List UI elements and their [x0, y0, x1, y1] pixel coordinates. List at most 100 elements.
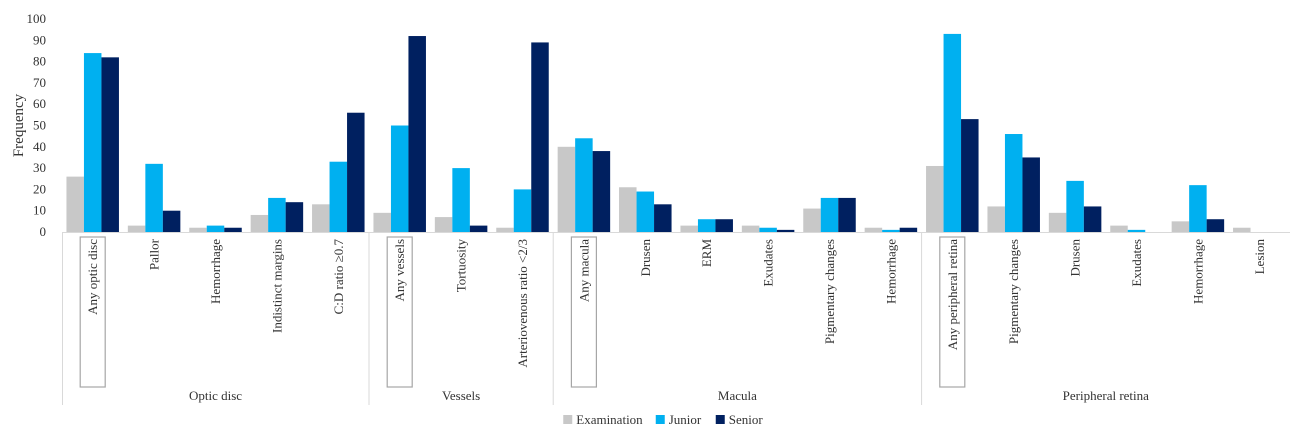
bar-examination: [189, 227, 207, 232]
category-label: Any macula: [576, 239, 591, 302]
category-highlight-box: [79, 236, 106, 388]
bar-examination: [1171, 221, 1190, 232]
bar-examination: [373, 212, 391, 232]
category-label: Drusen: [638, 239, 653, 277]
y-tick-label: 0: [40, 224, 47, 239]
bar-examination: [434, 217, 453, 232]
bar-junior: [145, 163, 163, 232]
legend-label: Examination: [576, 412, 643, 427]
bar-junior: [1127, 229, 1146, 232]
category-label: Hemorrhage: [883, 239, 898, 304]
bar-senior: [592, 151, 611, 232]
bar-examination: [803, 208, 821, 232]
y-tick-label: 70: [33, 75, 46, 90]
bar-senior: [101, 57, 119, 233]
group-label: Peripheral retina: [1063, 388, 1149, 403]
bar-examination: [1233, 227, 1251, 232]
bar-junior: [452, 168, 470, 232]
legend-label: Senior: [729, 412, 764, 427]
bar-junior: [820, 197, 839, 232]
x-axis: Any optic disc Pallor Hemorrhage Indistinct…: [62, 232, 1290, 405]
category-label: ERM: [699, 239, 714, 268]
y-tick-label: 30: [33, 160, 46, 175]
y-tick-label: 60: [33, 96, 46, 111]
category-label: Hemorrhage: [208, 239, 223, 304]
legend-label: Junior: [669, 412, 702, 427]
category-label: Arteriovenous ratio <2/3: [515, 239, 530, 368]
bars-layer: [66, 33, 1251, 233]
bar-examination: [557, 146, 576, 232]
y-tick-label: 90: [33, 32, 46, 47]
category-label: Lesion: [1252, 239, 1267, 275]
category-label: Any optic disc: [85, 239, 100, 315]
category-label: Exudates: [1129, 239, 1144, 287]
bar-junior: [697, 219, 716, 232]
bar-examination: [1110, 225, 1128, 232]
category-label: Indistinct margins: [269, 239, 284, 333]
bar-senior: [531, 42, 549, 233]
bar-junior: [1189, 185, 1207, 232]
bar-senior: [469, 225, 488, 232]
category-highlight-box: [939, 236, 966, 388]
bar-junior: [206, 225, 225, 232]
bar-junior: [1066, 180, 1084, 232]
legend-swatch-senior: [715, 415, 725, 424]
bar-senior: [162, 210, 181, 232]
bar-examination: [926, 165, 944, 232]
bar-junior: [759, 227, 777, 232]
bar-examination: [496, 227, 514, 232]
y-axis: 0 10 20 30 40 50 60 70 80 90 100: [27, 11, 47, 239]
category-label: Pigmentary changes: [1006, 239, 1021, 344]
bar-examination: [987, 206, 1005, 232]
category-label: Any peripheral retina: [945, 239, 960, 350]
group-label: Optic disc: [189, 388, 242, 403]
bar-senior: [654, 204, 672, 232]
bar-examination: [66, 176, 84, 232]
category-label: Hemorrhage: [1190, 239, 1205, 304]
bar-examination: [864, 227, 883, 232]
group-label: Macula: [718, 388, 757, 403]
bar-junior: [943, 33, 962, 232]
category-highlight-box: [570, 236, 598, 388]
category-label: Any vessels: [392, 239, 407, 301]
bar-examination: [680, 225, 698, 232]
bar-senior: [224, 227, 242, 232]
bar-junior: [268, 197, 286, 232]
bar-senior: [1022, 157, 1040, 232]
legend-swatch-junior: [655, 415, 665, 424]
bar-examination: [127, 225, 146, 232]
bar-senior: [776, 229, 795, 232]
y-tick-label: 100: [27, 11, 47, 26]
bar-senior: [838, 197, 856, 232]
bar-senior: [715, 219, 733, 232]
category-highlight-box: [386, 236, 413, 388]
bar-senior: [408, 36, 426, 232]
bar-examination: [1048, 212, 1067, 232]
bar-examination: [619, 187, 637, 232]
category-label: Drusen: [1068, 239, 1083, 277]
bar-senior: [347, 112, 365, 232]
y-tick-label: 20: [33, 181, 46, 196]
y-tick-label: 50: [33, 118, 46, 133]
y-tick-label: 10: [33, 203, 46, 218]
bar-senior: [1206, 219, 1225, 232]
bar-examination: [741, 225, 760, 232]
y-tick-label: 80: [33, 54, 46, 69]
bar-junior: [882, 229, 900, 232]
category-label: Pallor: [147, 238, 162, 270]
bar-senior: [961, 119, 979, 232]
y-tick-label: 40: [33, 139, 46, 154]
bar-junior: [636, 191, 655, 232]
bar-junior: [513, 189, 532, 232]
category-label: Pigmentary changes: [822, 239, 837, 344]
legend-swatch-examination: [563, 415, 573, 424]
bar-senior: [1083, 206, 1102, 232]
bar-senior: [285, 202, 304, 232]
group-label: Vessels: [442, 388, 480, 403]
bar-junior: [390, 125, 409, 232]
y-axis-title: Frequency: [11, 93, 27, 157]
category-label: Exudates: [761, 239, 776, 287]
bar-junior: [83, 53, 102, 232]
bar-junior: [575, 138, 593, 232]
